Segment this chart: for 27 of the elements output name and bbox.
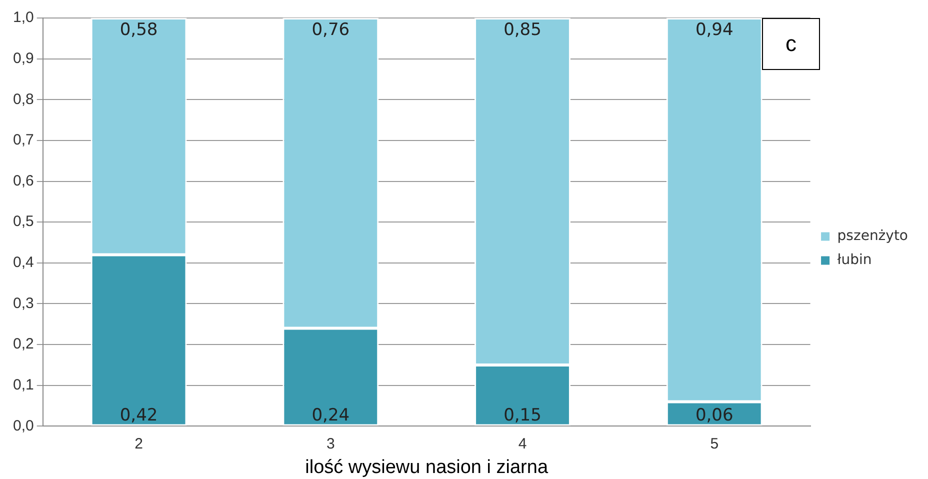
legend-label: łubin	[837, 252, 872, 268]
y-tick-label: 0,4	[12, 254, 34, 272]
annotation: c	[762, 18, 820, 70]
data-label: 0,42	[120, 406, 158, 426]
data-label: 0,58	[120, 20, 158, 40]
x-tick-label: 2	[134, 435, 143, 452]
y-tick-label: 0,3	[12, 294, 34, 312]
x-tick-label: 4	[518, 435, 527, 452]
y-tick-label: 1,0	[12, 9, 34, 26]
y-tick-label: 0,5	[12, 213, 34, 230]
y-tick-label: 0,1	[12, 376, 34, 394]
x-tick-label: 5	[710, 435, 719, 452]
data-label: 0,06	[695, 406, 734, 426]
legend-label: pszenżyto	[837, 228, 908, 244]
y-tick-label: 0,7	[12, 132, 34, 149]
y-tick-label: 0,8	[12, 90, 34, 108]
data-label: 0,76	[312, 20, 350, 40]
data-label: 0,85	[504, 20, 542, 40]
x-axis-title: ilość wysiewu nasion i ziarna	[305, 456, 548, 478]
y-tick-label: 0,2	[12, 336, 34, 353]
data-label: 0,15	[504, 406, 542, 426]
x-tick-label: 3	[326, 435, 335, 452]
data-label: 0,24	[312, 406, 350, 426]
y-tick-label: 0,0	[12, 417, 34, 434]
y-tick-label: 0,9	[12, 50, 34, 67]
y-tick-label: 0,6	[12, 172, 34, 190]
data-label: 0,94	[695, 20, 734, 40]
